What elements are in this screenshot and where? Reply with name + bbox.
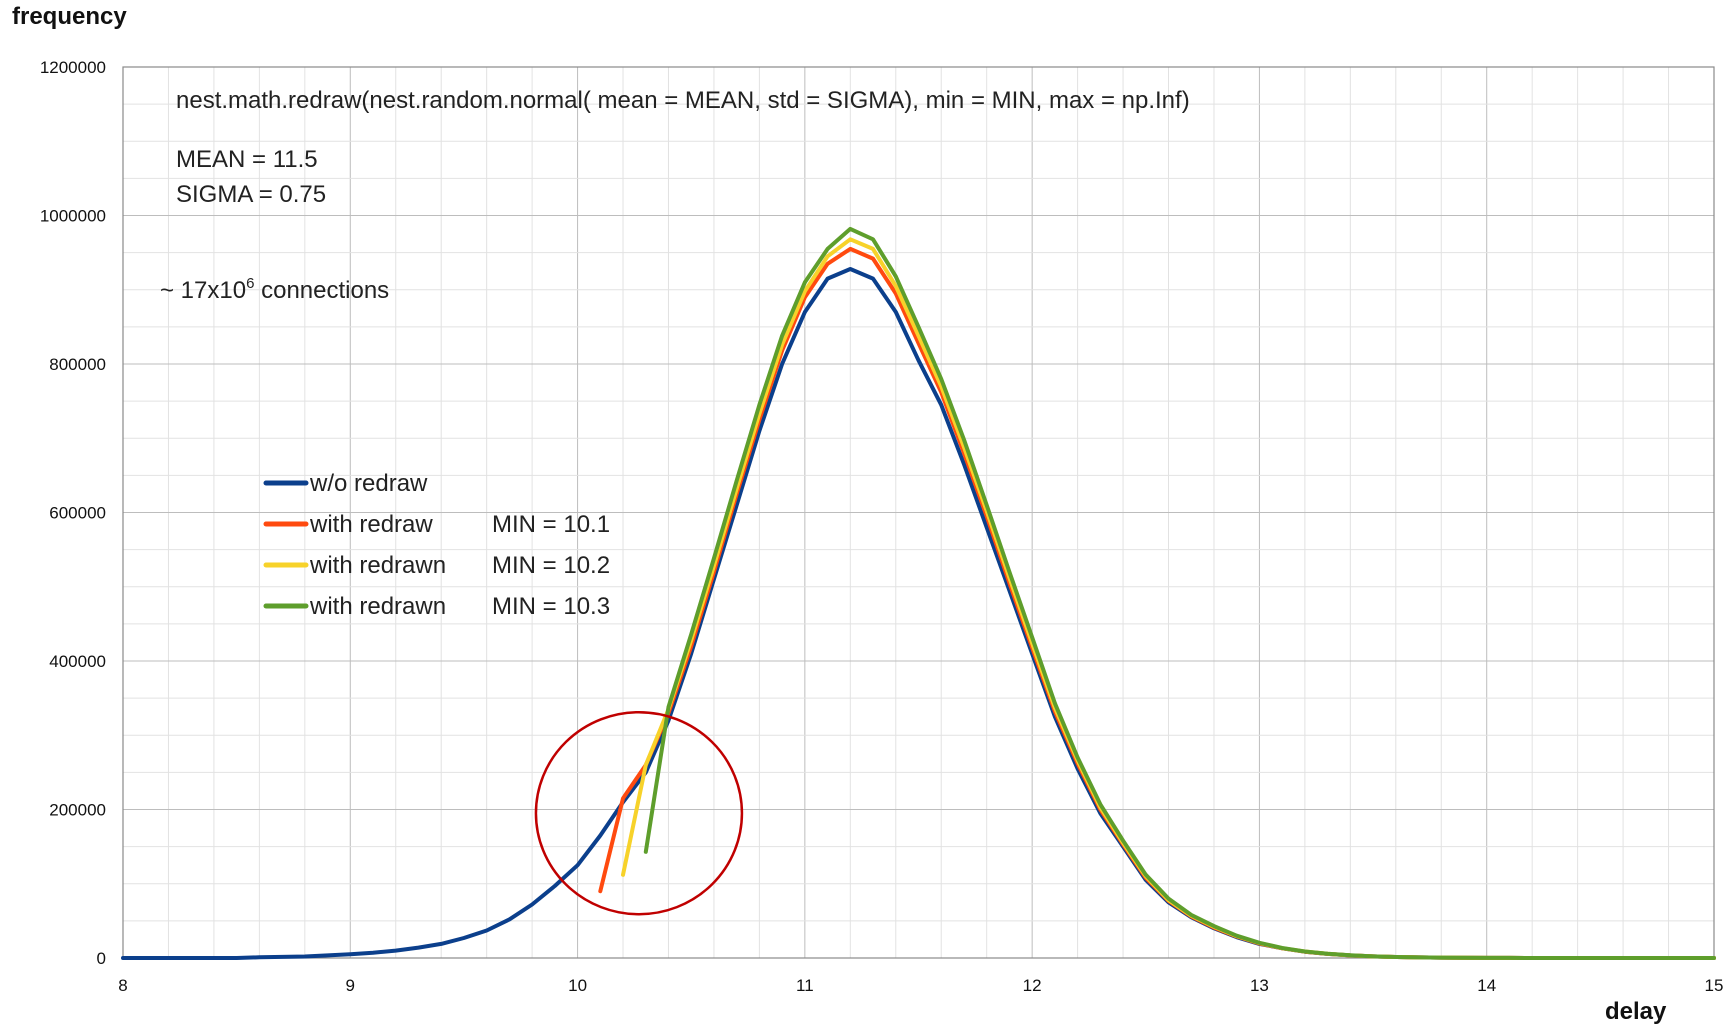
y-tick-label: 1200000	[40, 58, 106, 77]
connections-suffix: connections	[254, 277, 389, 304]
x-tick-label: 11	[796, 976, 814, 995]
x-tick-label: 13	[1250, 976, 1269, 995]
y-tick-label: 1000000	[40, 207, 106, 226]
x-tick-label: 12	[1023, 976, 1042, 995]
y-tick-label: 0	[97, 949, 106, 968]
legend-label: with redraw	[309, 511, 433, 538]
connections-prefix: ~ 17x10	[160, 277, 246, 304]
x-tick-label: 9	[346, 976, 355, 995]
connections-annotation: ~ 17x106 connections	[160, 275, 389, 304]
y-tick-label: 400000	[49, 652, 106, 671]
x-tick-label: 8	[118, 976, 127, 995]
series-layer	[121, 226, 1716, 960]
plot-frame	[122, 66, 1715, 959]
series-line	[598, 246, 1716, 960]
highlight-circle	[534, 710, 744, 916]
formula-annotation: nest.math.redraw(nest.random.normal( mea…	[176, 87, 1190, 114]
legend-min-label: MIN = 10.1	[492, 511, 610, 538]
sigma-annotation: SIGMA = 0.75	[176, 181, 326, 208]
legend-min-label: MIN = 10.2	[492, 552, 610, 579]
y-tick-label: 200000	[49, 801, 106, 820]
tick-layer: 8 9 10 11 12 13 14 15 0 200000 400000 600000 800000 1…	[40, 58, 1724, 995]
mean-annotation: MEAN = 11.5	[176, 146, 318, 173]
x-tick-label: 14	[1477, 976, 1496, 995]
series-line	[643, 226, 1716, 960]
y-axis-title: frequency	[12, 3, 127, 30]
connections-exponent: 6	[246, 275, 254, 292]
x-axis-title: delay	[1605, 998, 1667, 1025]
legend-min-label: MIN = 10.3	[492, 593, 610, 620]
legend: w/o redraw with redraw MIN = 10.1 with redr…	[263, 470, 610, 620]
x-tick-label: 10	[568, 976, 587, 995]
y-tick-label: 600000	[49, 504, 106, 523]
legend-label: with redrawn	[309, 593, 446, 620]
x-tick-label: 15	[1705, 976, 1724, 995]
legend-label: w/o redraw	[309, 470, 428, 497]
y-tick-label: 800000	[49, 355, 106, 374]
legend-label: with redrawn	[309, 552, 446, 579]
